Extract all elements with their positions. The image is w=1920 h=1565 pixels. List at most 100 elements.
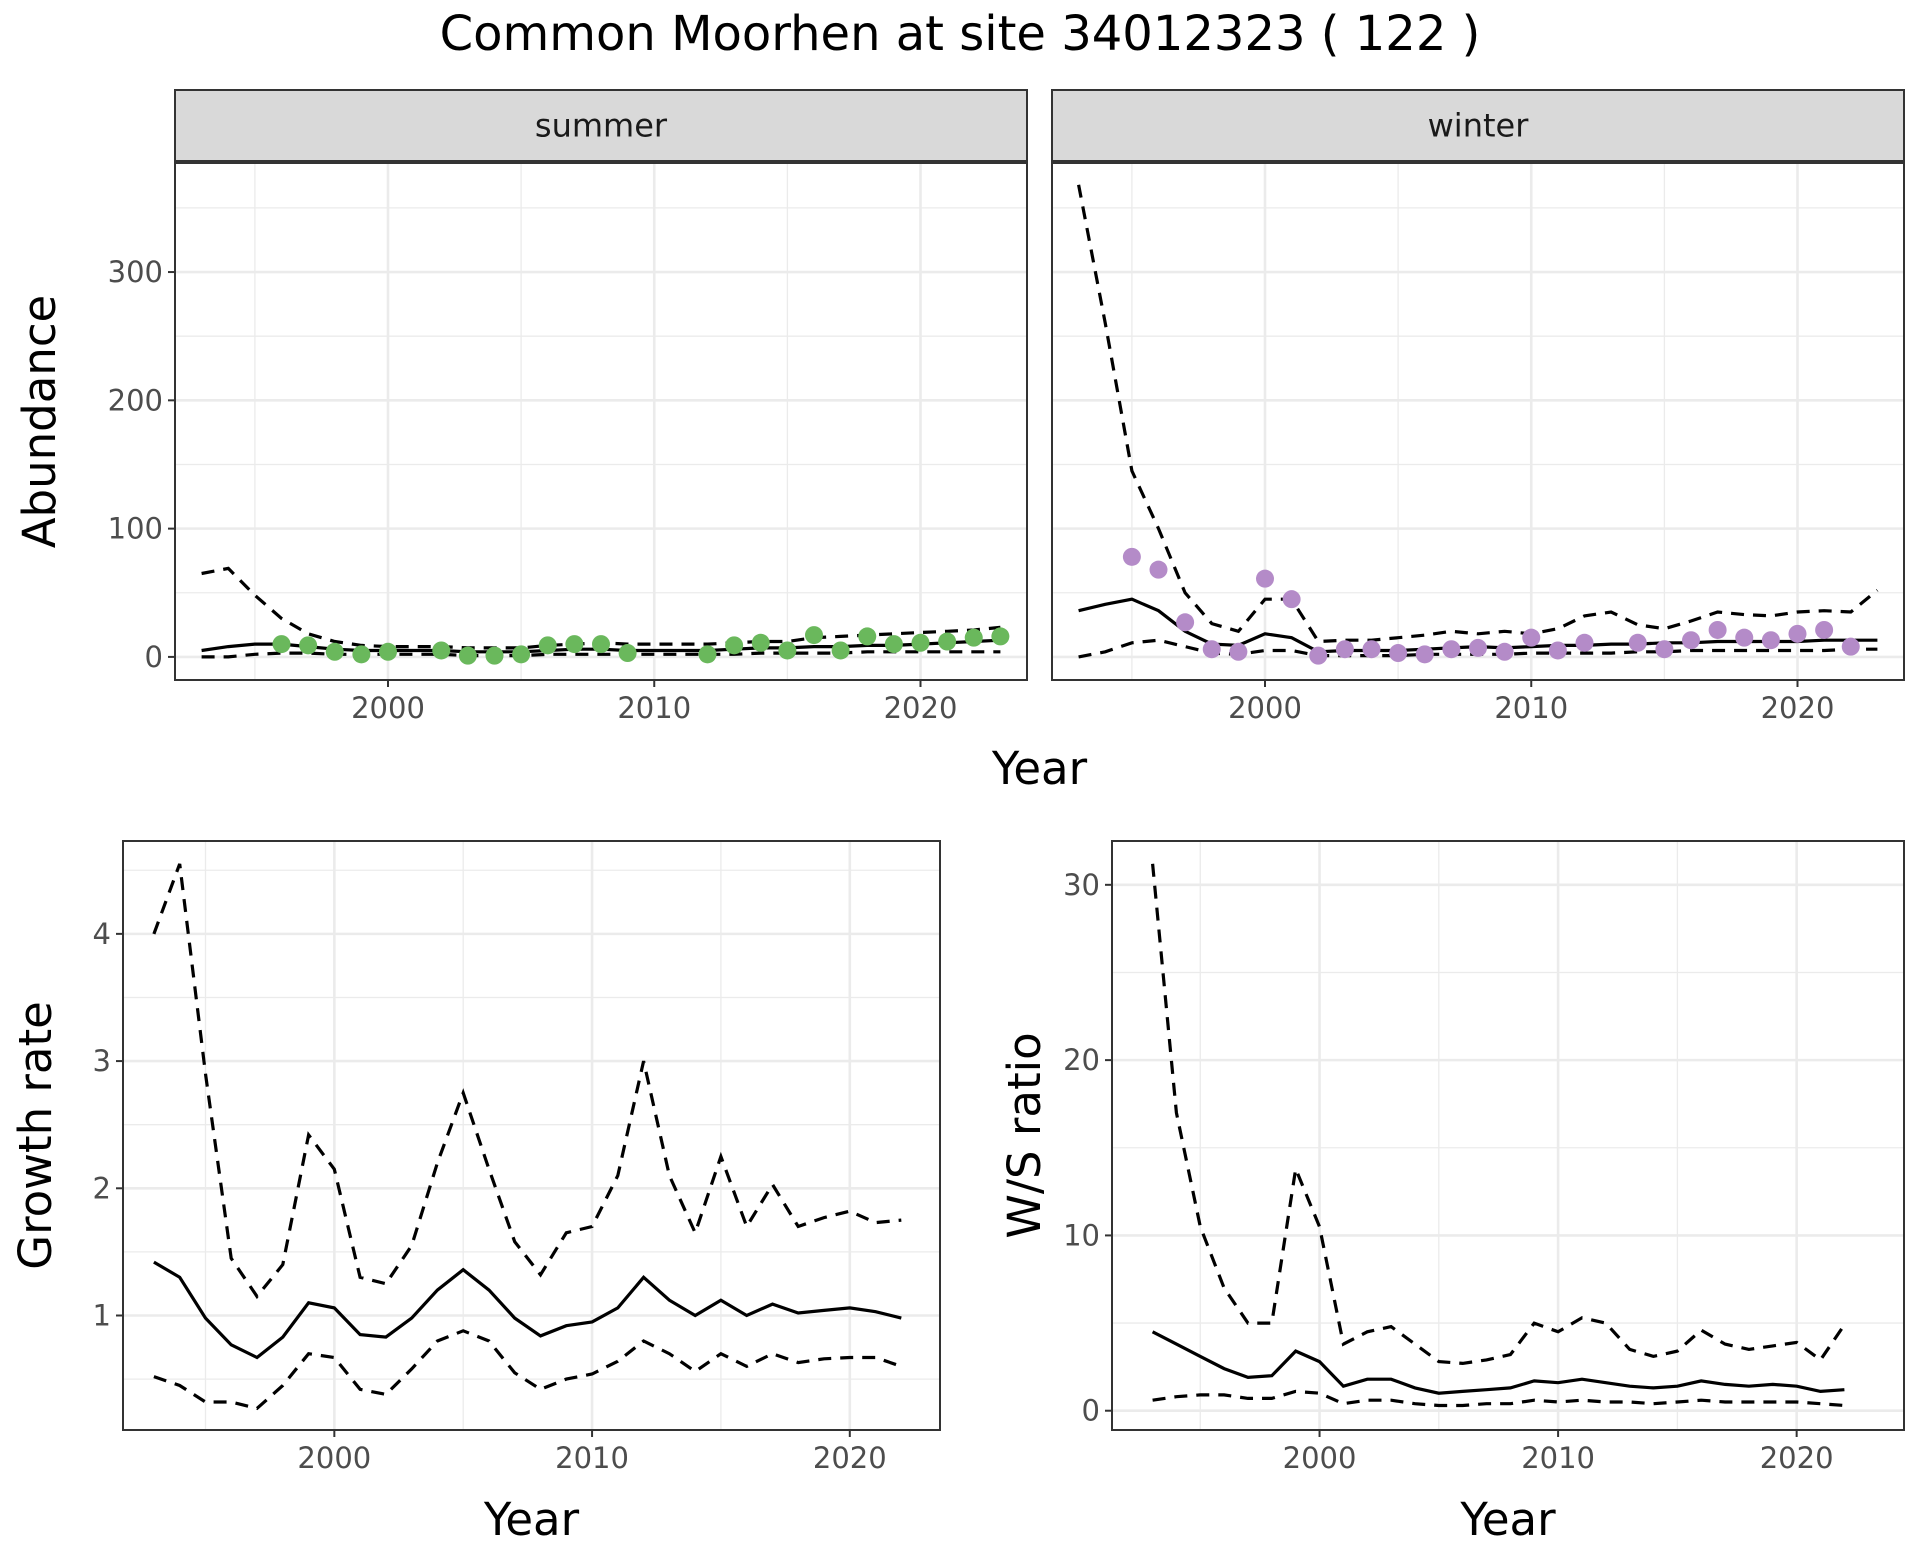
ws_ratio-mean-line: [1151, 1330, 1845, 1395]
abundance-summer-point: [858, 627, 877, 646]
abundance-summer-point: [538, 636, 557, 655]
panel-background: [175, 163, 1027, 680]
abundance-summer-point: [964, 628, 983, 647]
growth-x-tick-label: 2010: [555, 1441, 629, 1475]
ws_ratio-panel: 2000 2010 2020 0 10 20 30 Year W/S ratio: [998, 840, 1905, 1546]
abundance-winter-point: [1362, 640, 1381, 659]
abundance-winter-point: [1682, 631, 1700, 650]
ws_ratio-upper-ci-line: [1151, 863, 1846, 1366]
abundance-summer-y-tick-label: 100: [108, 512, 163, 546]
abundance-winter-point: [1655, 640, 1674, 659]
abundance-summer-point: [432, 641, 451, 660]
abundance-summer-point: [618, 644, 637, 663]
abundance-summer-point: [592, 635, 610, 654]
growth-x-tick-label: 2000: [297, 1441, 371, 1475]
abundance-winter-point: [1335, 640, 1354, 659]
abundance-winter-point: [1442, 640, 1461, 659]
abundance-summer-point: [751, 633, 770, 652]
abundance-winter-upper-ci-line: [1077, 184, 1879, 644]
abundance-winter-point: [1522, 628, 1541, 647]
abundance-summer-point: [352, 645, 371, 664]
abundance-winter-point: [1176, 613, 1195, 632]
abundance-summer-y-tick-label: 0: [145, 640, 163, 674]
growth-mean-line: [153, 1260, 902, 1360]
ws_ratio-x-tick-label: 2000: [1283, 1441, 1357, 1475]
abundance-summer-point: [565, 635, 584, 654]
panel-background: [1112, 841, 1904, 1430]
abundance-panel-winter: winter 2000 2010 2020: [1051, 89, 1905, 725]
abundance-summer-point: [991, 627, 1010, 646]
abundance-summer-point: [884, 635, 903, 654]
growth-y-tick-label: 1: [93, 1299, 111, 1333]
growth-x-axis-title: Year: [483, 1493, 580, 1546]
abundance-winter-point: [1229, 642, 1248, 661]
abundance-summer-point: [512, 645, 531, 664]
facet-label-summer: summer: [535, 107, 668, 145]
abundance-winter-point: [1122, 547, 1141, 566]
abundance-summer-point: [911, 633, 930, 652]
abundance-summer-point: [938, 632, 957, 651]
chart-title: Common Moorhen at site 34012323 ( 122 ): [440, 6, 1481, 62]
abundance-summer-x-tick-label: 2010: [617, 691, 691, 725]
panel-border: [1051, 162, 1905, 681]
abundance-winter-point: [1788, 624, 1807, 643]
abundance-winter-point: [1628, 633, 1647, 652]
abundance-winter-point: [1282, 590, 1301, 609]
abundance-winter-point: [1256, 569, 1274, 588]
abundance-x-axis-title: Year: [991, 742, 1088, 795]
growth-y-tick-label: 4: [93, 917, 111, 951]
abundance-summer-point: [458, 646, 477, 665]
abundance-summer-point: [805, 626, 823, 645]
ws_ratio-y-tick-label: 20: [1063, 1043, 1100, 1077]
abundance-summer-point: [299, 636, 318, 655]
abundance-winter-point: [1708, 620, 1727, 639]
abundance-winter-x-tick-label: 2020: [1761, 691, 1835, 725]
abundance-summer-x-tick-label: 2000: [351, 691, 425, 725]
ws_ratio-x-axis-title: Year: [1459, 1493, 1556, 1546]
panel-border: [1111, 840, 1905, 1431]
growth-y-axis-title: Growth rate: [9, 1001, 62, 1270]
abundance-summer-point: [778, 641, 797, 660]
abundance-panel-summer: summer 2000 2010 2020 0 100 200 300: [108, 89, 1028, 725]
panel-border: [174, 162, 1028, 681]
abundance-winter-point: [1761, 631, 1780, 650]
growth-y-tick-label: 3: [93, 1044, 111, 1078]
panel-border: [122, 840, 941, 1431]
abundance-winter-point: [1735, 628, 1754, 647]
abundance-summer-point: [725, 636, 744, 655]
abundance-y-axis-title: Abundance: [13, 295, 66, 548]
ws_ratio-y-tick-label: 30: [1063, 868, 1100, 902]
abundance-winter-point: [1495, 642, 1514, 661]
growth-lower-ci-line: [153, 1329, 902, 1411]
abundance-summer-point: [272, 635, 291, 654]
abundance-winter-point: [1309, 646, 1328, 665]
facet-label-winter: winter: [1428, 107, 1530, 145]
abundance-summer-point: [831, 641, 850, 660]
growth-x-tick-label: 2020: [813, 1441, 887, 1475]
abundance-summer-y-tick-label: 200: [108, 383, 163, 417]
abundance-winter-x-tick-label: 2010: [1494, 691, 1568, 725]
facet-strip-winter: [1051, 89, 1905, 162]
abundance-winter-x-tick-label: 2000: [1228, 691, 1302, 725]
panel-background: [1052, 163, 1904, 680]
abundance-summer-y-tick-label: 300: [108, 255, 163, 289]
abundance-winter-point: [1469, 638, 1487, 657]
facet-strip-summer: [174, 89, 1028, 162]
ws_ratio-y-axis-title: W/S ratio: [998, 1032, 1051, 1238]
abundance-summer-point: [325, 642, 344, 661]
growth-upper-ci-line: [152, 863, 902, 1300]
abundance-winter-point: [1841, 637, 1860, 656]
ws_ratio-x-tick-label: 2010: [1521, 1441, 1595, 1475]
abundance-winter-point: [1149, 560, 1168, 579]
abundance-winter-point: [1575, 633, 1594, 652]
abundance-summer-point: [485, 646, 504, 665]
ws_ratio-x-tick-label: 2020: [1760, 1441, 1834, 1475]
abundance-summer-point: [379, 642, 397, 661]
abundance-winter-point: [1389, 644, 1408, 663]
ws_ratio-y-tick-label: 0: [1082, 1394, 1100, 1428]
abundance-winter-point: [1815, 620, 1834, 639]
ws_ratio-lower-ci-line: [1152, 1389, 1845, 1408]
abundance-winter-point: [1548, 641, 1567, 660]
